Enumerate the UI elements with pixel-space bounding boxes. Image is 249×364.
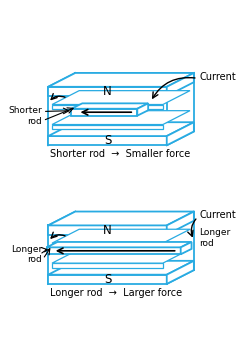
Polygon shape (48, 261, 194, 275)
Polygon shape (52, 91, 190, 104)
Polygon shape (52, 263, 163, 268)
Text: N: N (103, 85, 112, 98)
Text: S: S (104, 273, 111, 286)
Polygon shape (181, 242, 191, 254)
Text: Longer
rod: Longer rod (11, 245, 42, 264)
Text: Current: Current (199, 72, 236, 82)
Polygon shape (48, 225, 167, 235)
Polygon shape (48, 211, 194, 225)
Polygon shape (137, 103, 148, 116)
Polygon shape (167, 122, 194, 145)
Polygon shape (52, 243, 163, 248)
Polygon shape (48, 136, 167, 145)
Polygon shape (52, 229, 190, 243)
Polygon shape (47, 242, 191, 248)
Polygon shape (167, 211, 194, 235)
Polygon shape (48, 87, 167, 96)
Polygon shape (52, 111, 190, 124)
Polygon shape (71, 103, 148, 109)
Polygon shape (52, 124, 163, 129)
Text: Current: Current (199, 210, 236, 220)
Polygon shape (48, 275, 167, 284)
Text: Shorter
rod: Shorter rod (8, 106, 42, 126)
Polygon shape (71, 109, 137, 116)
Polygon shape (48, 73, 194, 87)
Polygon shape (52, 104, 163, 109)
Text: Longer rod  →  Larger force: Longer rod → Larger force (50, 288, 182, 298)
Text: N: N (103, 223, 112, 237)
Text: Shorter rod  →  Smaller force: Shorter rod → Smaller force (50, 149, 190, 159)
Polygon shape (47, 248, 181, 254)
Polygon shape (167, 73, 194, 96)
Polygon shape (167, 261, 194, 284)
Polygon shape (52, 249, 190, 263)
Text: Longer
rod: Longer rod (199, 229, 231, 248)
Polygon shape (48, 122, 194, 136)
Text: S: S (104, 134, 111, 147)
